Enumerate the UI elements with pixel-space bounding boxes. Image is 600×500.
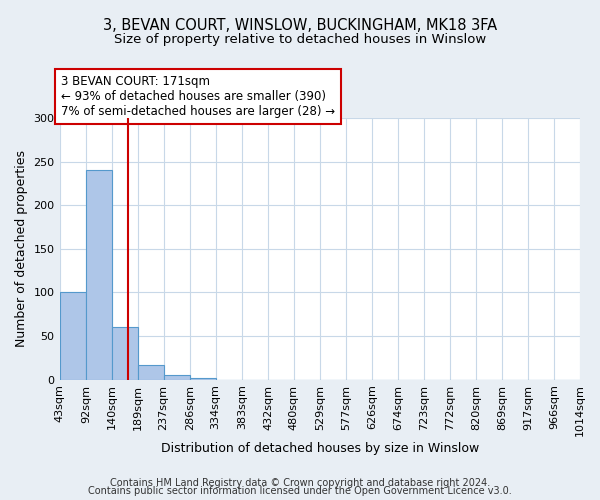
Bar <box>138 365 164 380</box>
Bar <box>190 378 215 380</box>
Text: 3, BEVAN COURT, WINSLOW, BUCKINGHAM, MK18 3FA: 3, BEVAN COURT, WINSLOW, BUCKINGHAM, MK1… <box>103 18 497 32</box>
Bar <box>112 328 138 380</box>
Bar <box>164 376 190 380</box>
X-axis label: Distribution of detached houses by size in Winslow: Distribution of detached houses by size … <box>161 442 479 455</box>
Bar <box>86 170 112 380</box>
Text: Size of property relative to detached houses in Winslow: Size of property relative to detached ho… <box>114 32 486 46</box>
Text: 3 BEVAN COURT: 171sqm
← 93% of detached houses are smaller (390)
7% of semi-deta: 3 BEVAN COURT: 171sqm ← 93% of detached … <box>61 75 335 118</box>
Y-axis label: Number of detached properties: Number of detached properties <box>15 150 28 348</box>
Text: Contains public sector information licensed under the Open Government Licence v3: Contains public sector information licen… <box>88 486 512 496</box>
Bar <box>59 292 86 380</box>
Text: Contains HM Land Registry data © Crown copyright and database right 2024.: Contains HM Land Registry data © Crown c… <box>110 478 490 488</box>
